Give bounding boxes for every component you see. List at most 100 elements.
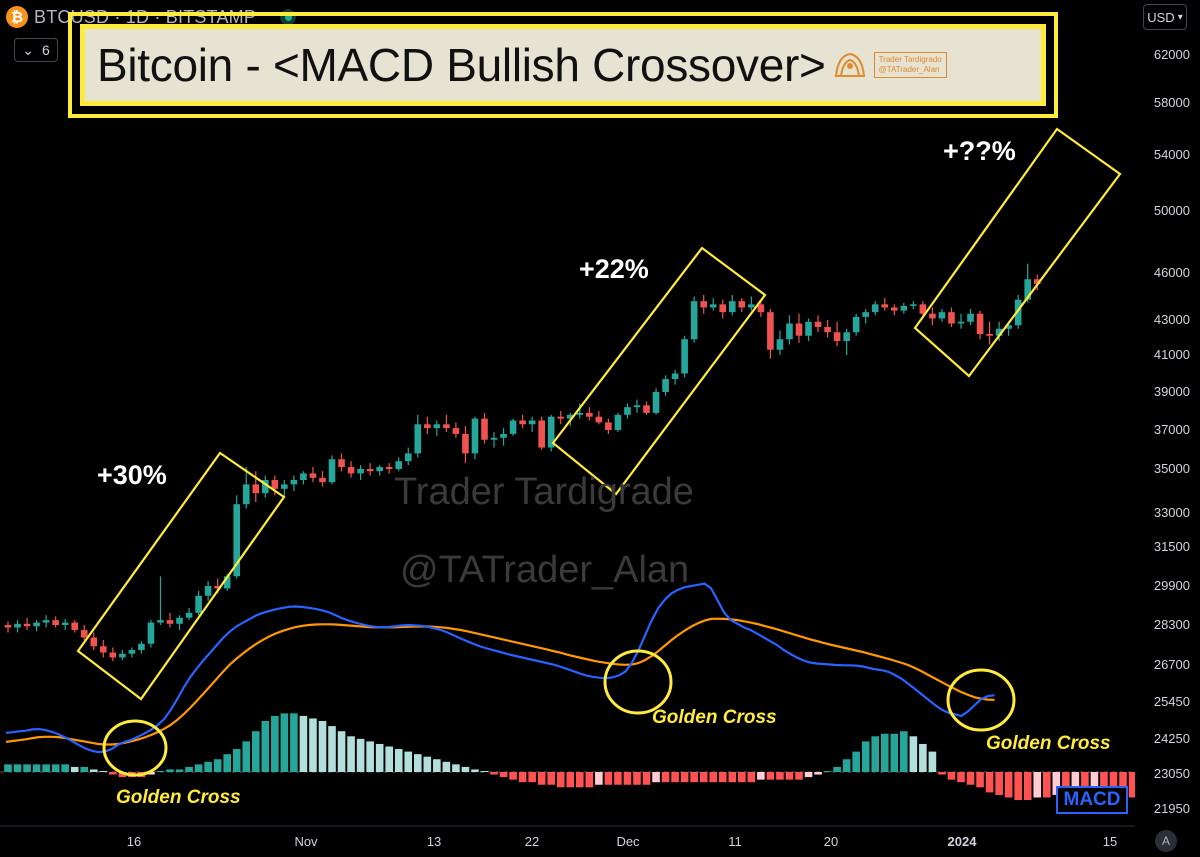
histogram-bar [585,772,594,788]
candle-body [328,459,336,483]
histogram-bar [328,726,336,772]
collapse-indicators-button[interactable]: ⌄ 6 [14,38,58,62]
histogram-bar [976,772,984,788]
histogram-bar [1119,772,1127,795]
currency-label: USD [1147,9,1175,25]
histogram-bar [232,749,241,772]
golden-cross-circle-2 [603,649,673,715]
histogram-bar [814,772,822,775]
histogram-bar [51,764,60,772]
histogram-bar [928,751,937,772]
stamp-line-1: Trader Tardigrado [878,55,942,64]
histogram-bar [156,771,165,772]
histogram-bar [490,772,498,775]
histogram-bar [433,759,441,772]
price-tick-label: 29900 [1154,578,1190,593]
candle-body [490,437,498,440]
price-tick-label: 33000 [1154,505,1190,520]
trend-box-2 [551,246,767,496]
histogram-bar [1081,772,1089,793]
candle-body [80,630,88,638]
candle-body [319,477,326,483]
histogram-bar [385,746,393,772]
histogram-bar [738,772,746,783]
candle-body [14,623,21,628]
currency-selector[interactable]: USD ▾ [1143,4,1187,30]
candle-body [1024,279,1032,300]
candle-body [929,313,936,319]
candle-body [995,328,1003,336]
candle-body [157,620,164,623]
histogram-bar [280,713,289,772]
candle-body [528,420,536,425]
candle-body [652,392,660,413]
candle-body [700,301,707,308]
price-tick-label: 50000 [1154,203,1190,218]
histogram-bar [880,733,889,772]
histogram-bar [614,772,622,785]
auto-scale-button[interactable]: A [1155,830,1177,852]
histogram-bar [1023,772,1032,801]
chart-title: Bitcoin - <MACD Bullish Crossover> [97,39,826,91]
price-tick-label: 41000 [1154,347,1190,362]
histogram-bar [747,772,756,783]
candle-body [767,312,774,350]
histogram-bar [871,736,880,772]
histogram-bar [423,756,432,772]
price-tick-label: 25450 [1154,694,1190,709]
candle-body [595,416,603,423]
histogram-bar [413,754,422,772]
histogram-bar [757,772,765,780]
price-tick-label: 39000 [1154,384,1190,399]
histogram-bar [213,759,222,772]
candle-body [852,316,860,333]
histogram-bar [70,766,79,772]
histogram-bar [518,772,527,783]
time-tick-label: 16 [127,834,141,849]
candle-body [795,323,803,336]
time-tick-label: Dec [616,834,640,849]
histogram-bar [1109,772,1118,793]
time-tick-label: 2024 [948,834,978,849]
histogram-bar [32,764,41,772]
macd-indicator-label[interactable]: MACD [1056,786,1128,814]
price-tick-label: 37000 [1154,422,1190,437]
histogram-bar [861,741,870,772]
histogram-bar [718,772,727,783]
histogram-bar [957,772,965,783]
candle-body [805,321,812,336]
gain-label-3: +??% [943,136,1016,166]
histogram-bar [23,764,31,772]
candle-body [881,304,889,308]
histogram-bar [4,764,12,772]
candle-body [690,301,698,340]
candle-body [509,420,517,434]
candle-body [614,414,622,430]
candle-body [662,379,669,392]
candle-body [538,420,545,448]
histogram-bar [347,736,355,772]
candle-body [138,643,145,650]
candle-body [23,623,31,627]
histogram-bar [61,764,69,772]
histogram-bar [795,772,803,780]
golden-cross-label-1: Golden Cross [116,787,241,808]
histogram-bar [461,766,470,772]
bitcoin-icon: ₿ [6,6,28,28]
histogram-bar [890,733,899,772]
price-tick-label: 28300 [1154,617,1190,632]
symbol-label[interactable]: BTCUSD · 1D · BITSTAMP [34,6,257,27]
symbol-bar[interactable]: ₿ BTCUSD · 1D · BITSTAMP [6,4,297,30]
candle-body [738,301,746,308]
histogram-bar [985,772,994,793]
histogram-bar [785,772,794,780]
candle-body [500,433,507,438]
histogram-bar [118,772,127,778]
histogram-bar [89,769,98,772]
time-tick-label: 20 [824,834,838,849]
histogram-bar [480,771,489,772]
candle-body [976,313,984,334]
price-tick-label: 46000 [1154,265,1190,280]
